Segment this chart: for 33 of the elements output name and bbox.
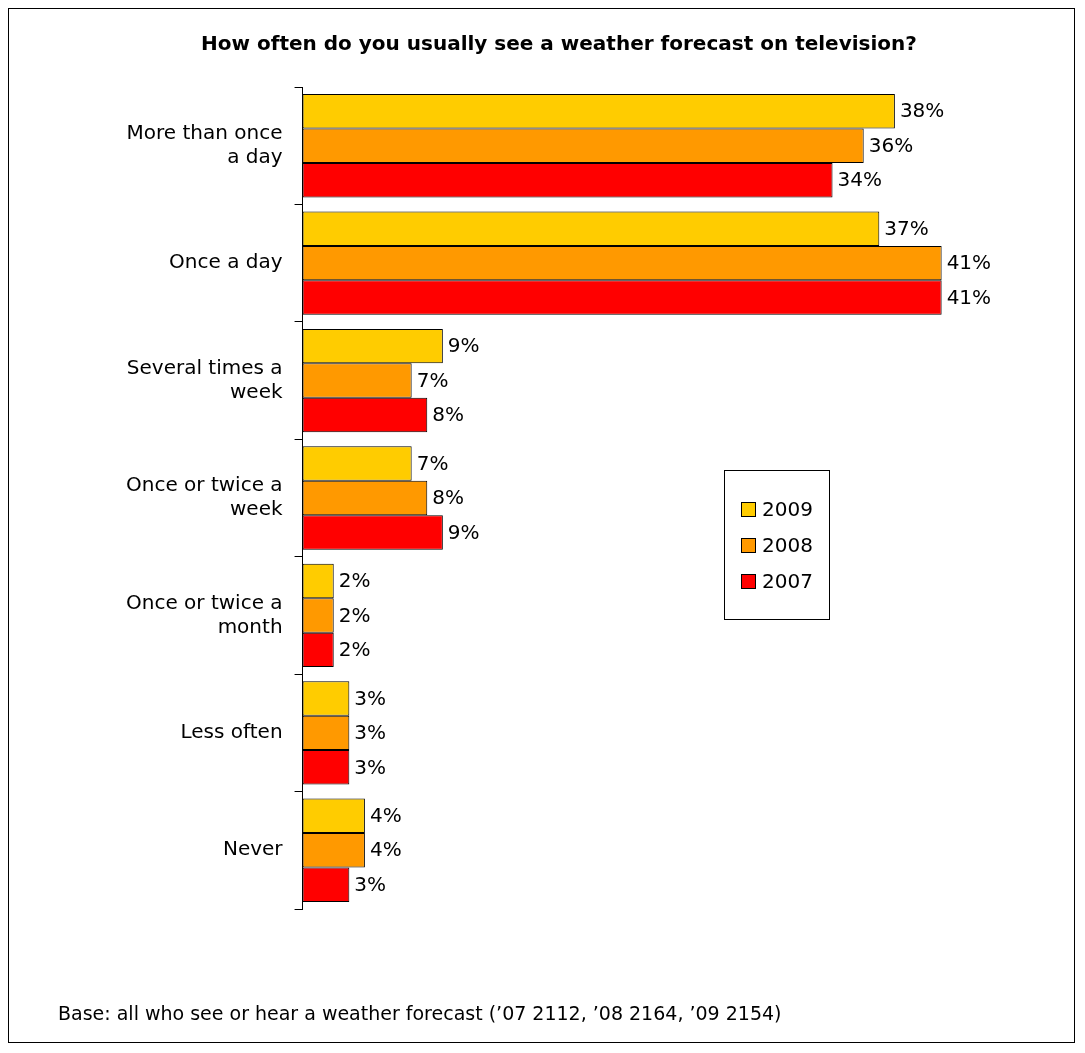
y-tick-label: Less often <box>180 719 283 744</box>
y-tick-label: Never <box>222 836 284 861</box>
data-label: 3% <box>354 685 387 710</box>
data-label: 7% <box>416 450 449 475</box>
legend-label: 2007 <box>762 569 813 593</box>
y-tick-label: Once a day <box>169 249 283 274</box>
data-label: 9% <box>447 333 480 358</box>
text: Base: all who see or hear a weather forecast (’07 2112, ’08 2164, ’09 2154) <box>58 1002 782 1024</box>
data-label: 38% <box>899 98 945 123</box>
data-label: 37% <box>884 215 929 240</box>
data-label: 8% <box>432 402 464 427</box>
data-label: 4% <box>369 837 402 862</box>
data-label: 34% <box>837 167 882 192</box>
data-label: 3% <box>354 871 387 896</box>
data-label: 36% <box>868 132 914 157</box>
data-label: 9% <box>447 519 480 544</box>
chart-title: How often do you usually see a weather forecast on television? <box>201 31 917 56</box>
data-label: 3% <box>354 720 387 745</box>
data-label: 2% <box>338 568 371 593</box>
legend-label: 2008 <box>762 533 813 557</box>
data-label: 41% <box>946 284 992 309</box>
y-tick-label: More than once a day <box>126 119 283 168</box>
y-tick-label: Once or twice a month <box>126 589 283 638</box>
data-label: 2% <box>338 637 371 662</box>
data-label: 7% <box>416 367 449 392</box>
y-tick-label: Several times a week <box>126 354 283 403</box>
y-tick-label: Once or twice a week <box>126 472 283 521</box>
data-label: 8% <box>432 485 464 510</box>
data-label: 4% <box>369 803 402 828</box>
data-label: 2% <box>338 602 371 627</box>
legend-label: 2009 <box>762 497 813 521</box>
data-label: 3% <box>354 754 387 779</box>
data-label: 41% <box>946 250 992 275</box>
